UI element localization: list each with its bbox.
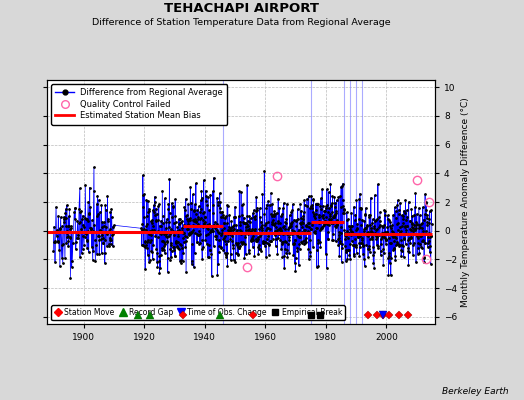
Text: TEHACHAPI AIRPORT: TEHACHAPI AIRPORT: [163, 2, 319, 15]
Text: Berkeley Earth: Berkeley Earth: [442, 387, 508, 396]
Legend: Station Move, Record Gap, Time of Obs. Change, Empirical Break: Station Move, Record Gap, Time of Obs. C…: [51, 305, 345, 320]
Y-axis label: Monthly Temperature Anomaly Difference (°C): Monthly Temperature Anomaly Difference (…: [461, 97, 471, 307]
Text: Difference of Station Temperature Data from Regional Average: Difference of Station Temperature Data f…: [92, 18, 390, 27]
